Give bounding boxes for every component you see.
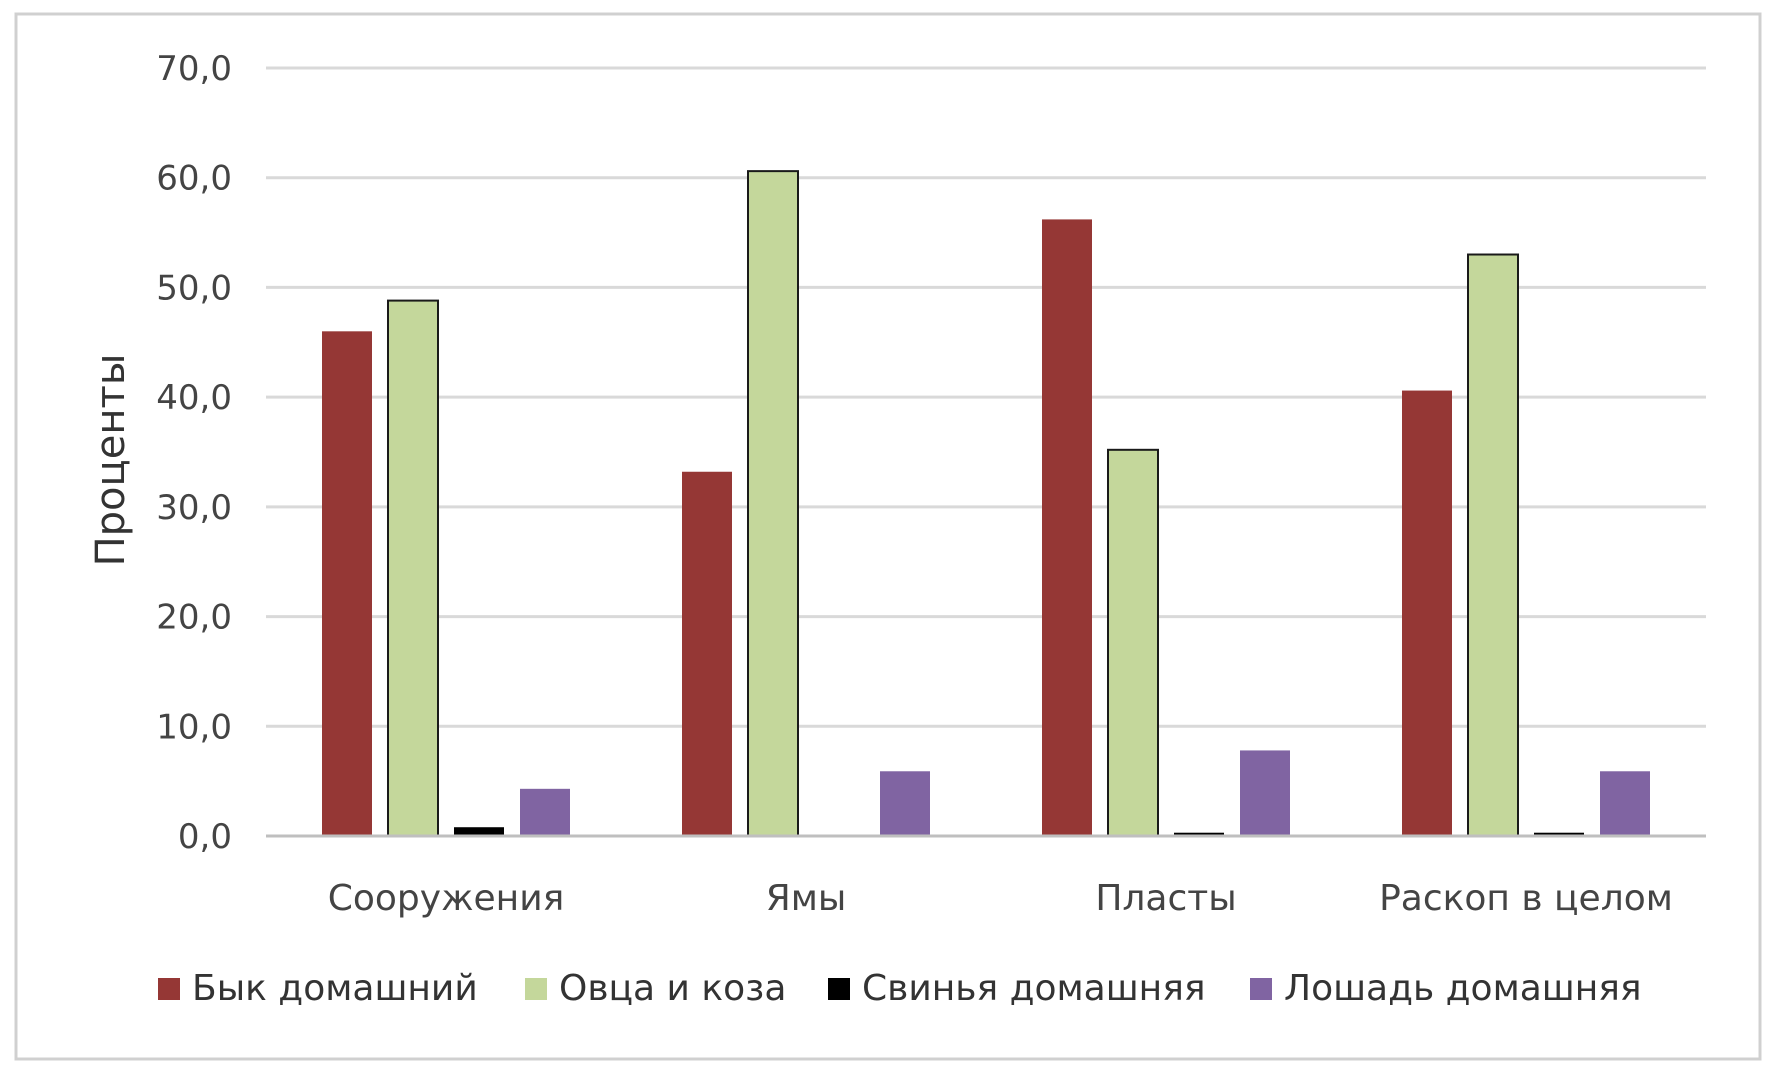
legend-label: Овца и коза (559, 968, 786, 1009)
x-category-label: Сооружения (328, 878, 565, 919)
y-tick-label: 0,0 (178, 817, 232, 857)
bar (1107, 448, 1159, 837)
bar (1240, 750, 1290, 836)
bar (682, 471, 732, 836)
bar (880, 771, 930, 836)
y-tick-label: 70,0 (156, 49, 232, 89)
bar (1600, 771, 1650, 836)
legend-label: Свинья домашняя (862, 968, 1206, 1009)
bar (454, 827, 504, 836)
legend-swatch (158, 978, 180, 1000)
legend-swatch (525, 978, 547, 1000)
bar (1042, 219, 1092, 837)
y-tick-label: 20,0 (156, 598, 232, 638)
bar (1534, 832, 1584, 836)
y-tick-label: 50,0 (156, 268, 232, 308)
y-tick-label: 40,0 (156, 378, 232, 418)
y-axis-ticks: 0,0 10,0 20,0 30,0 40,0 50,0 60,0 70,0 (156, 49, 232, 857)
bar (1174, 832, 1224, 836)
legend-label: Бык домашний (192, 968, 478, 1009)
y-tick-label: 10,0 (156, 707, 232, 747)
x-axis-categories: Сооружения Ямы Пласты Раскоп в целом (328, 878, 1673, 919)
y-tick-label: 60,0 (156, 159, 232, 199)
x-category-label: Пласты (1095, 878, 1236, 919)
bar (520, 788, 570, 836)
gridlines (266, 66, 1706, 728)
bar (747, 170, 799, 838)
y-tick-label: 30,0 (156, 488, 232, 528)
legend: Бык домашний Овца и коза Свинья домашняя Ло… (158, 968, 1642, 1009)
bar (1402, 390, 1452, 836)
x-category-label: Раскоп в целом (1379, 878, 1673, 919)
bar (387, 299, 439, 837)
x-category-label: Ямы (766, 878, 847, 919)
bar (1467, 253, 1519, 837)
bars (322, 170, 1650, 838)
legend-label: Лошадь домашняя (1284, 968, 1642, 1009)
bar (322, 331, 372, 836)
legend-swatch (1250, 978, 1272, 1000)
legend-swatch (828, 978, 850, 1000)
y-axis-label: Проценты (88, 354, 134, 567)
